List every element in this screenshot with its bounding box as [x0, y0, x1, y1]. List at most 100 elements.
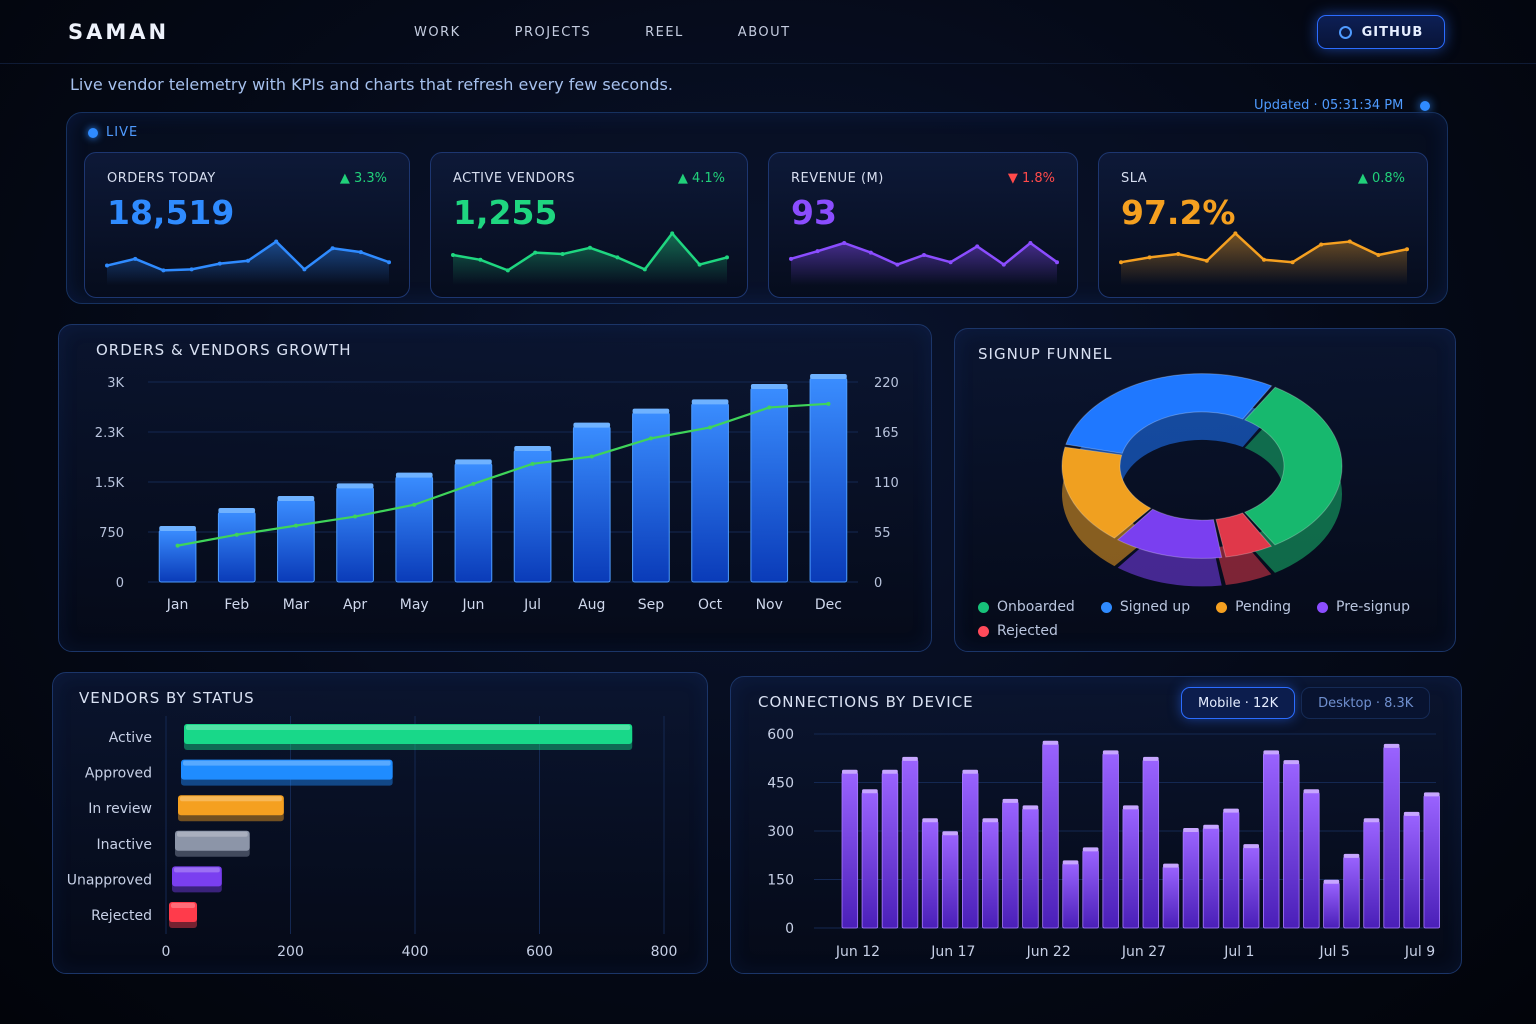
growth-bar-cap — [395, 472, 433, 478]
sparkline-point — [505, 268, 510, 273]
legend-dot-icon — [978, 601, 989, 613]
vendors-point — [471, 481, 476, 486]
connections-bar — [982, 820, 999, 929]
connections-bar — [1022, 807, 1039, 929]
kpi-value: 97.2% — [1121, 193, 1236, 232]
kpi-card-orders[interactable]: ORDERS TODAY ▲ 3.3% 18,519 — [84, 152, 410, 298]
legend-label: Pre-signup — [1336, 599, 1411, 615]
x-tick-label: May — [400, 597, 429, 613]
connections-bar — [1363, 820, 1380, 929]
growth-bar-cap — [573, 422, 611, 428]
sparkline-point — [1319, 242, 1324, 247]
sparkline-point — [358, 250, 363, 255]
growth-bar-cap — [691, 399, 729, 405]
vendors-line — [177, 402, 829, 547]
category-label: Approved — [85, 766, 152, 782]
sparkline-point — [895, 262, 900, 267]
legend-label: Signed up — [1119, 599, 1191, 615]
kpi-sparkline — [1119, 231, 1409, 285]
category-label: In review — [88, 801, 152, 817]
sparkline-point — [133, 256, 138, 261]
connections-bar-cap — [1062, 860, 1079, 865]
growth-bar-cap — [277, 496, 315, 501]
y-tick-label: 450 — [767, 776, 794, 792]
legend-item[interactable]: Rejected — [978, 623, 1058, 639]
legend-item[interactable]: Pending — [1216, 599, 1291, 615]
sparkline-point — [478, 257, 483, 262]
connections-bar — [1343, 856, 1360, 929]
kpi-delta: ▲ 4.1% — [677, 171, 725, 186]
growth-bar-cap — [514, 446, 551, 451]
connections-bar-cap — [1283, 760, 1300, 765]
y-tick-label-right: 165 — [874, 426, 899, 441]
status-bar — [169, 902, 198, 922]
sparkline-point — [922, 253, 926, 257]
github-button[interactable]: GITHUB — [1317, 15, 1445, 49]
connections-bar — [1182, 830, 1200, 929]
category-label: Inactive — [96, 837, 152, 853]
legend-item[interactable]: Onboarded — [978, 599, 1075, 615]
vendors-point — [353, 514, 358, 519]
kpi-card-sla[interactable]: SLA ▲ 0.8% 97.2% — [1098, 152, 1428, 298]
status-bar — [172, 866, 222, 887]
kpi-card-revenue[interactable]: REVENUE (M) ▼ 1.8% 93 — [768, 152, 1078, 298]
x-tick-label: Dec — [815, 597, 842, 613]
vendors-point — [175, 543, 180, 548]
nav-link-projects[interactable]: PROJECTS — [514, 25, 592, 40]
x-tick-label: Jul 9 — [1404, 944, 1435, 960]
tab-mobile[interactable]: Mobile · 12K — [1181, 687, 1296, 719]
tab-desktop[interactable]: Desktop · 8.3K — [1301, 687, 1431, 719]
kpi-value: 93 — [791, 193, 837, 232]
connections-bar — [1222, 811, 1240, 929]
connections-bar — [1303, 791, 1320, 929]
connections-bar — [1423, 795, 1440, 929]
page-tagline: Live vendor telemetry with KPIs and char… — [70, 75, 673, 94]
nav-link-work[interactable]: WORK — [414, 25, 461, 40]
sparkline-point — [948, 260, 953, 265]
legend-item[interactable]: Pre-signup — [1317, 599, 1410, 615]
status-bar-chart: 0 200 400 600 800 Active Approved In review Inac… — [67, 716, 677, 960]
connections-bar — [961, 772, 979, 929]
status-panel — [52, 672, 708, 974]
donut-segment — [1116, 508, 1223, 559]
connections-bar — [1142, 759, 1160, 929]
connections-bar-cap — [862, 789, 878, 794]
nav-link-about[interactable]: ABOUT — [737, 25, 791, 40]
sparkline-point — [615, 255, 620, 260]
x-tick-label: Feb — [224, 597, 249, 613]
legend-label: Onboarded — [997, 599, 1075, 615]
growth-bar — [158, 529, 197, 583]
connections-bar — [861, 791, 879, 929]
growth-bar — [395, 476, 434, 583]
funnel-title: SIGNUP FUNNEL — [978, 345, 1113, 363]
growth-chart: 0 0 750 55 1.5K 110 2.3K 165 3K 220 Jan Feb Mar Apr Ma… — [95, 374, 899, 613]
x-tick-label: Jun 17 — [930, 944, 975, 960]
nav-link-reel[interactable]: REEL — [645, 25, 684, 40]
github-icon — [1338, 25, 1352, 39]
y-tick-label: 0 — [785, 921, 794, 937]
sparkline-point — [1055, 260, 1059, 265]
sparkline-point — [189, 267, 194, 272]
connections-bar — [1162, 866, 1180, 929]
growth-bar — [217, 511, 256, 583]
y-tick-label: 600 — [767, 727, 794, 743]
growth-bar-cap — [218, 508, 256, 513]
connections-bar-cap — [1343, 853, 1360, 858]
status-bar — [184, 724, 633, 744]
kpi-sparkline — [105, 239, 391, 285]
sparkline-point — [1001, 262, 1006, 267]
kpi-card-vendors[interactable]: ACTIVE VENDORS ▲ 4.1% 1,255 — [430, 152, 748, 298]
growth-bar-cap — [159, 526, 196, 531]
donut-segment — [1061, 446, 1152, 539]
sparkline-point — [1290, 260, 1295, 265]
kpi-value: 18,519 — [107, 193, 235, 232]
legend-item[interactable]: Signed up — [1100, 599, 1191, 615]
sparkline-point — [1119, 260, 1123, 265]
connections-bar — [1263, 753, 1280, 929]
live-label: LIVE — [106, 125, 139, 140]
sparkline-point — [246, 258, 250, 263]
connections-bar-cap — [1022, 805, 1039, 810]
connections-bar-cap — [962, 769, 979, 774]
brand-logo[interactable]: SAMAN — [68, 20, 170, 44]
sparkline-point — [1347, 239, 1352, 244]
